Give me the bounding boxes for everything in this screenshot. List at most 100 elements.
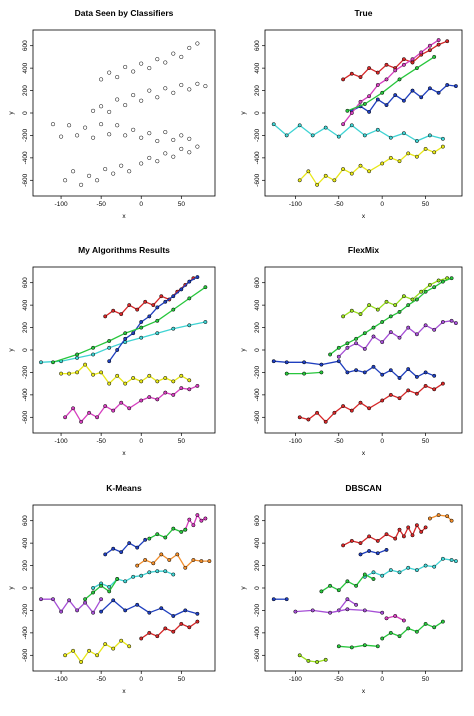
data-point [171, 51, 176, 56]
y-tick-label: 600 [254, 40, 261, 51]
y-tick-label: -400 [254, 151, 261, 164]
data-point [163, 86, 168, 91]
data-point [410, 533, 415, 538]
data-point [341, 543, 346, 548]
data-point [271, 597, 276, 602]
data-point [336, 134, 341, 139]
data-point [445, 514, 450, 519]
y-tick-label: -400 [22, 151, 29, 164]
y-tick-label: -600 [22, 410, 29, 423]
y-tick-label: 400 [254, 537, 261, 548]
data-point [380, 340, 385, 345]
data-point [427, 516, 432, 521]
data-point [139, 135, 144, 140]
data-point [323, 657, 328, 662]
data-point [432, 373, 437, 378]
data-point [91, 590, 96, 595]
data-point [163, 626, 168, 631]
data-point [349, 308, 354, 313]
series-line-green [338, 644, 378, 649]
series-line-lime [299, 654, 326, 663]
data-point [187, 150, 192, 155]
data-point [384, 532, 389, 537]
data-point [127, 541, 132, 546]
data-point [99, 609, 104, 614]
data-point [367, 303, 372, 308]
data-point [384, 103, 389, 108]
data-point [187, 387, 192, 392]
data-point [163, 535, 168, 540]
panel-title: My Algorithms Results [78, 245, 170, 255]
data-point [440, 556, 445, 561]
data-point [401, 294, 406, 299]
data-point [115, 373, 120, 378]
data-point [183, 565, 188, 570]
data-point [397, 335, 402, 340]
data-point [397, 159, 402, 164]
data-point [367, 94, 372, 99]
data-point [436, 38, 441, 43]
data-point [375, 538, 380, 543]
data-point [63, 415, 68, 420]
data-point [95, 415, 100, 420]
data-point [171, 137, 176, 142]
data-point [171, 307, 176, 312]
data-point [171, 392, 176, 397]
data-point [388, 314, 393, 319]
data-point [187, 296, 192, 301]
x-tick-label: 50 [422, 201, 430, 208]
data-point [362, 608, 367, 613]
data-point [91, 610, 96, 615]
data-point [147, 314, 152, 319]
y-tick-label: 600 [22, 277, 29, 288]
data-point [349, 171, 354, 176]
data-point [75, 352, 80, 357]
data-point [436, 42, 441, 47]
data-point [414, 523, 419, 528]
data-point [401, 62, 406, 67]
data-point [410, 297, 415, 302]
data-point [155, 318, 160, 323]
data-point [163, 569, 168, 574]
data-point [406, 525, 411, 530]
data-point [147, 373, 152, 378]
data-point [336, 359, 341, 364]
data-point [336, 345, 341, 350]
y-tick-label: -600 [254, 410, 261, 423]
data-point [155, 379, 160, 384]
data-point [380, 610, 385, 615]
data-point [171, 629, 176, 634]
data-point [95, 653, 100, 658]
data-point [358, 99, 363, 104]
data-point [155, 634, 160, 639]
x-tick-label: -100 [289, 438, 302, 445]
y-axis-label: y [240, 111, 247, 115]
x-axis-label: x [362, 450, 366, 457]
data-point [59, 371, 64, 376]
data-point [119, 550, 124, 555]
data-point [171, 90, 176, 95]
data-point [354, 336, 359, 341]
data-point [397, 634, 402, 639]
data-point [419, 529, 424, 534]
x-tick-label: 50 [178, 201, 186, 208]
data-point [79, 419, 84, 424]
data-point [336, 354, 341, 359]
data-point [449, 518, 454, 523]
x-axis-label: x [362, 688, 366, 695]
data-point [423, 383, 428, 388]
y-tick-label: 600 [22, 40, 29, 51]
panel-title: Data Seen by Classifiers [75, 8, 174, 18]
data-point [306, 169, 311, 174]
data-point [119, 163, 124, 168]
data-point [187, 279, 192, 284]
data-point [91, 108, 96, 113]
data-point [50, 122, 56, 127]
data-point [341, 314, 346, 319]
data-point [195, 275, 200, 280]
data-point [406, 325, 411, 330]
data-point [75, 355, 80, 360]
x-tick-label: 50 [422, 676, 430, 683]
data-point [83, 125, 88, 130]
data-point [358, 541, 363, 546]
